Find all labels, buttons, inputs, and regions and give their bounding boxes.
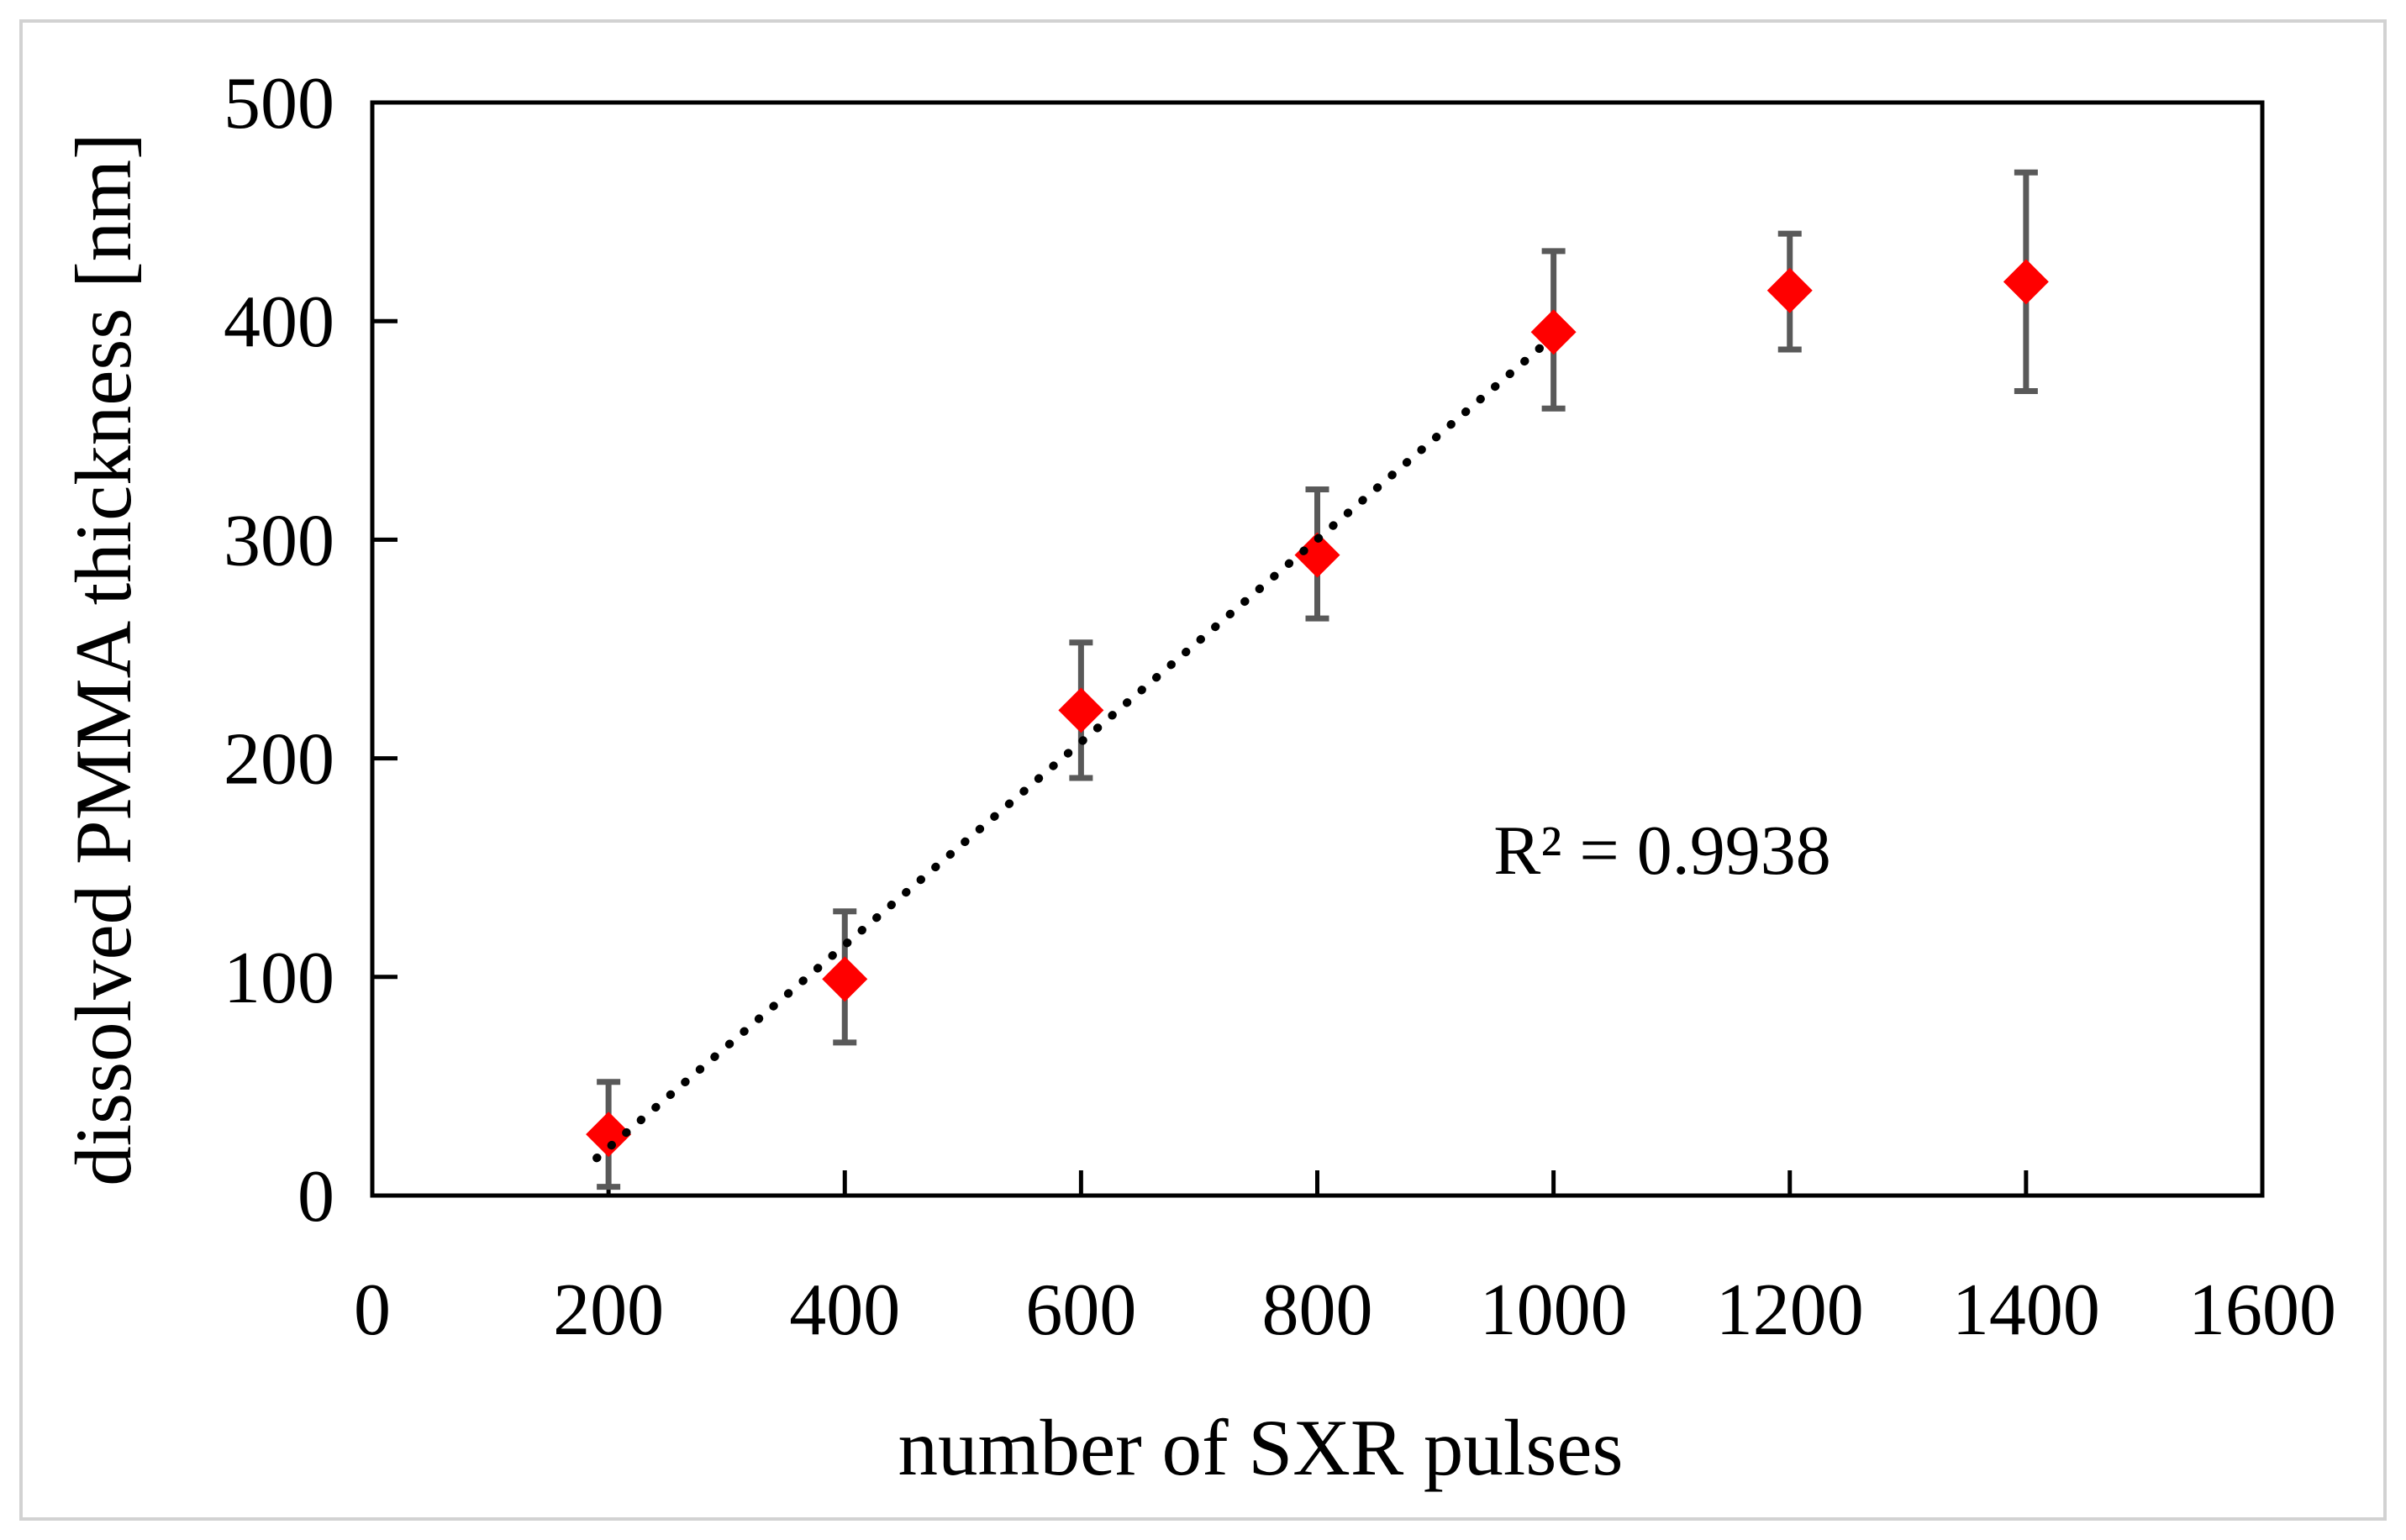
x-tick-label-1600: 1600 xyxy=(2188,1269,2336,1351)
y-axis-title: dissolved PMMA thickness [nm] xyxy=(59,133,148,1186)
data-point-marker-1400 xyxy=(2003,259,2049,305)
x-tick-label-0: 0 xyxy=(354,1269,391,1351)
plot-area-box xyxy=(370,100,2265,1198)
x-tick-label-1400: 1400 xyxy=(1952,1269,2100,1351)
data-point-marker-400 xyxy=(822,956,868,1002)
y-tick-label-100: 100 xyxy=(224,938,334,1019)
y-tick-label-500: 500 xyxy=(224,63,334,145)
trendline-dotted xyxy=(592,340,1549,1163)
trendline xyxy=(592,340,1549,1163)
x-axis-title: number of SXR pulses xyxy=(898,1403,1624,1492)
x-tick-label-800: 800 xyxy=(1262,1269,1373,1351)
r-squared-annotation: R² = 0.9938 xyxy=(1493,812,1831,890)
data-point-marker-1200 xyxy=(1766,267,1813,313)
x-tick-label-1200: 1200 xyxy=(1716,1269,1864,1351)
y-tick-label-0: 0 xyxy=(297,1156,334,1238)
y-axis-tick-labels: 0 100 200 300 400 500 xyxy=(224,63,334,1238)
error-bars xyxy=(597,169,2038,1190)
data-point-marker-800 xyxy=(1294,532,1340,578)
data-point-markers xyxy=(586,259,2049,1158)
data-point-marker-600 xyxy=(1058,687,1104,733)
y-tick-label-300: 300 xyxy=(224,500,334,581)
y-tick-label-400: 400 xyxy=(224,281,334,363)
x-tick-label-1000: 1000 xyxy=(1480,1269,1628,1351)
data-point-marker-200 xyxy=(586,1112,632,1158)
x-tick-label-400: 400 xyxy=(789,1269,900,1351)
x-tick-label-600: 600 xyxy=(1025,1269,1136,1351)
x-axis-ticks xyxy=(606,1170,2029,1196)
x-tick-label-200: 200 xyxy=(553,1269,664,1351)
y-tick-label-200: 200 xyxy=(224,719,334,801)
x-axis-tick-labels: 0 200 400 600 800 1000 1200 1400 1600 xyxy=(354,1269,2336,1351)
figure-border xyxy=(19,19,2387,1521)
data-point-marker-1000 xyxy=(1530,309,1577,355)
y-axis-ticks xyxy=(372,318,397,980)
